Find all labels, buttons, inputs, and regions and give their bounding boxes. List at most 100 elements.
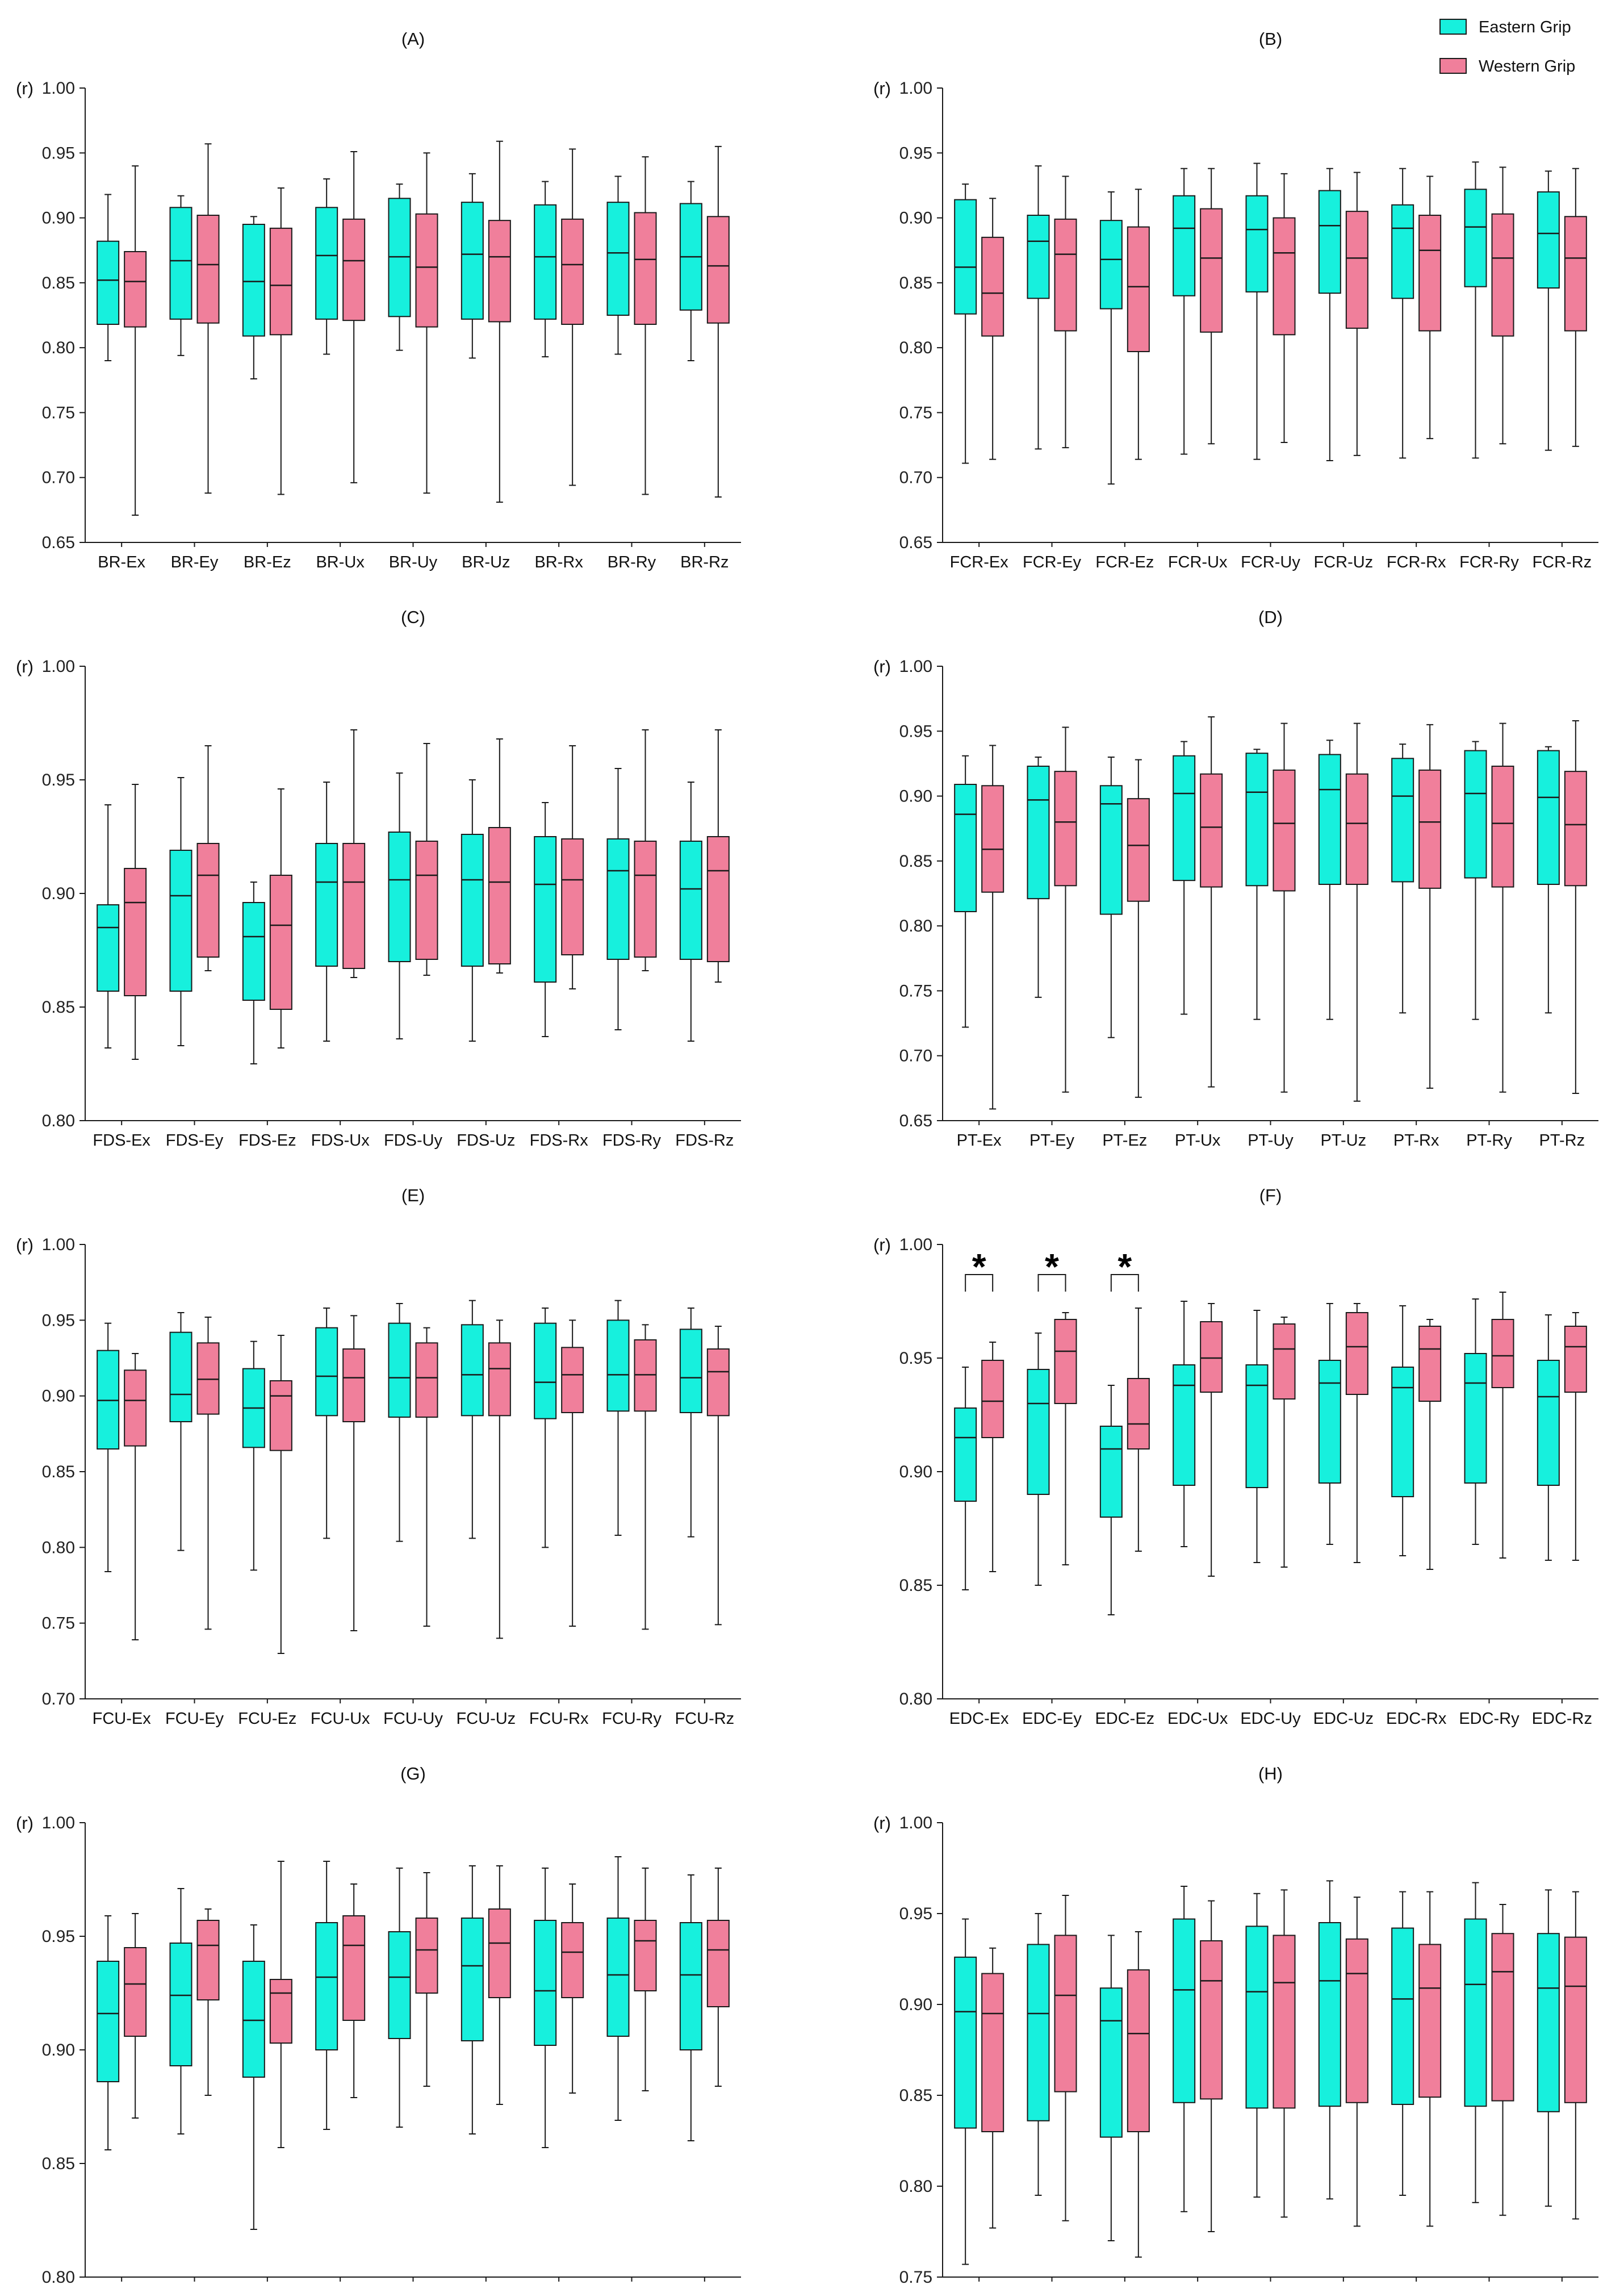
iqr-box [561,1922,584,1998]
box-western-edc-rz [1564,1312,1587,1561]
iqr-box [1245,195,1269,293]
y-axis-unit-label: (r) [16,1235,34,1255]
x-category-label: FDS-Uz [457,1131,515,1150]
box-eastern-br-rz [679,181,702,361]
iqr-box [488,827,511,964]
box-western-br-ry [634,156,657,495]
x-category-label: ECR-Ry [601,2288,662,2289]
x-category-label: ECU-Ux [1167,2288,1228,2289]
box-western-edc-ez [1127,1308,1150,1552]
y-axis-unit-label: (r) [16,78,34,98]
x-category-label: FCR-Uz [1313,553,1373,571]
iqr-box [1345,1312,1368,1395]
iqr-box [561,838,584,955]
box-eastern-ecr-ry [606,1856,630,2121]
box-eastern-ecu-uz [1318,1880,1341,2200]
iqr-box [1391,1927,1414,2106]
y-tick-label: 0.80 [42,2268,75,2287]
iqr-box [124,1947,147,2037]
box-eastern-pt-ex [954,755,977,1028]
iqr-box [169,850,192,992]
box-western-ecu-rx [1418,1891,1442,2227]
y-tick-label: 0.90 [899,1995,932,2014]
iqr-box [1273,769,1296,892]
box-western-ecr-ez [269,1861,292,2148]
iqr-box [415,213,438,328]
x-category-label: FDS-Ey [166,1131,224,1150]
box-western-pt-uy [1273,722,1296,1093]
iqr-box [1537,1933,1560,2112]
y-tick-label: 0.70 [42,1690,75,1709]
box-eastern-fds-ex [97,804,120,1049]
x-category-label: EDC-Ex [949,1710,1009,1728]
panel-title: (D) [1258,607,1283,627]
box-eastern-fcu-uz [461,1300,484,1539]
iqr-box [124,1369,147,1447]
iqr-box [1564,1936,1587,2103]
box-eastern-pt-uy [1245,749,1269,1020]
iqr-box [1099,220,1123,310]
y-tick-label: 0.65 [42,533,75,552]
significance-star: * [972,1246,986,1287]
iqr-box [1391,758,1414,883]
box-eastern-fds-ux [315,782,338,1042]
iqr-box [679,1922,702,2050]
x-category-label: FDS-Ez [238,1131,296,1150]
box-western-br-rx [561,148,584,486]
y-axis-unit-label: (r) [16,657,34,676]
box-eastern-pt-rx [1391,743,1414,1014]
iqr-box [1127,1378,1150,1450]
y-tick-label: 0.95 [42,1311,75,1330]
box-western-fcu-ez [269,1335,292,1654]
iqr-box [1391,1367,1414,1497]
iqr-box [606,1319,630,1412]
y-tick-label: 0.85 [42,2154,75,2173]
box-eastern-br-uz [461,173,484,359]
x-category-label: FCR-Ex [950,553,1009,571]
legend-swatch-western [1439,58,1467,74]
box-eastern-edc-ey [1027,1333,1050,1586]
iqr-box [706,1348,730,1417]
box-western-edc-ry [1491,1292,1514,1559]
box-eastern-ecr-rz [679,1874,702,2141]
box-eastern-br-ey [169,195,192,356]
iqr-box [1418,215,1442,332]
x-category-label: PT-Ey [1029,1131,1074,1150]
iqr-box [315,207,338,320]
x-category-label: BR-Ux [316,553,365,571]
box-eastern-ecr-ux [315,1861,338,2130]
x-category-label: BR-Ey [171,553,219,571]
x-category-label: BR-Uy [389,553,438,571]
iqr-box [342,218,366,321]
iqr-box [1200,1321,1223,1393]
iqr-box [1318,754,1341,885]
box-eastern-fcr-ey [1027,165,1050,450]
box-western-ecu-rz [1564,1891,1587,2220]
iqr-box [461,834,484,967]
iqr-box [1564,1326,1587,1393]
iqr-box [1537,1360,1560,1486]
iqr-box [606,838,630,960]
panel-d: (D) (r) 0.65 0.70 0.75 0.80 0.85 0.90 0.95 1.00 PT… [873,607,1598,1150]
box-western-ecu-ey [1054,1895,1077,2221]
y-tick-label: 1.00 [42,79,75,98]
y-tick-label: 0.95 [899,722,932,741]
iqr-box [242,902,265,1001]
iqr-box [981,1360,1004,1438]
iqr-box [269,227,292,336]
x-category-label: PT-Uz [1321,1131,1367,1150]
x-category-label: PT-Uy [1248,1131,1294,1150]
box-eastern-ecr-uz [461,1865,484,2135]
iqr-box [461,1324,484,1417]
box-eastern-br-ez [242,216,265,379]
box-eastern-edc-ux [1173,1301,1196,1547]
panel-f: (F) (r) 0.80 0.85 0.90 0.95 1.00 EDC-Ex EDC-Ey ED… [873,1185,1598,1728]
significance-bracket [1037,1274,1066,1292]
box-eastern-ecr-ez [242,1924,265,2230]
box-eastern-ecu-ry [1464,1882,1487,2203]
box-eastern-br-ry [606,176,630,355]
y-tick-label: 1.00 [899,1235,932,1254]
y-tick-label: 0.85 [899,1576,932,1595]
iqr-box [1273,217,1296,336]
box-western-fcr-uy [1273,173,1296,443]
